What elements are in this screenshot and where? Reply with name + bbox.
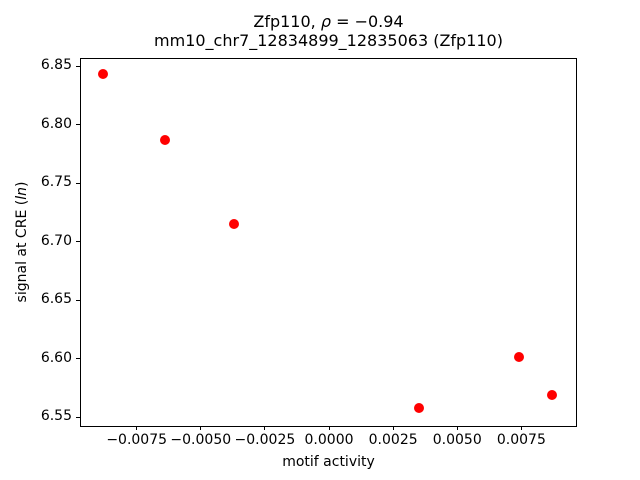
x-tick-label: 0.0025: [368, 432, 418, 448]
y-tick-label: 6.80: [40, 115, 72, 132]
y-tick-label: 6.85: [40, 57, 72, 74]
data-point: [159, 134, 170, 145]
data-point: [413, 402, 424, 413]
y-tick-mark: [76, 124, 80, 126]
x-tick-label: 0.0075: [496, 432, 546, 448]
x-tick-label: −0.0025: [234, 432, 296, 448]
data-point: [513, 352, 524, 363]
data-point: [229, 219, 240, 230]
y-tick-label: 6.55: [40, 408, 72, 425]
data-point: [547, 389, 558, 400]
x-tick-mark: [200, 426, 202, 430]
y-tick-label: 6.70: [40, 232, 72, 249]
x-tick-mark: [456, 426, 458, 430]
plot-area: [80, 58, 577, 427]
chart-title-gene: Zfp110,: [253, 12, 321, 31]
x-tick-mark: [520, 426, 522, 430]
chart-title-rho-value: = −0.94: [331, 12, 404, 31]
chart-title: Zfp110, ρ = −0.94 mm10_chr7_12834899_128…: [80, 12, 577, 50]
x-tick-label: 0.0050: [432, 432, 482, 448]
y-tick-mark: [76, 299, 80, 301]
y-tick-label: 6.75: [40, 174, 72, 191]
y-axis-label-text: signal at CRE (: [14, 199, 30, 303]
y-tick-mark: [76, 358, 80, 360]
y-tick-label: 6.65: [40, 291, 72, 308]
chart-subtitle: mm10_chr7_12834899_12835063 (Zfp110): [154, 31, 503, 50]
chart-title-rho-symbol: ρ: [320, 12, 331, 31]
x-axis-label: motif activity: [282, 454, 375, 470]
y-tick-mark: [76, 416, 80, 418]
x-tick-label: −0.0075: [106, 432, 168, 448]
data-point: [98, 69, 109, 80]
x-tick-mark: [264, 426, 266, 430]
y-tick-mark: [76, 65, 80, 67]
x-tick-label: −0.0050: [170, 432, 232, 448]
y-tick-mark: [76, 241, 80, 243]
chart-title-line1: Zfp110, ρ = −0.94: [80, 12, 577, 31]
x-tick-label: 0.0000: [304, 432, 354, 448]
y-tick-mark: [76, 182, 80, 184]
x-tick-mark: [392, 426, 394, 430]
x-tick-mark: [136, 426, 138, 430]
y-tick-label: 6.60: [40, 349, 72, 366]
x-tick-mark: [328, 426, 330, 430]
